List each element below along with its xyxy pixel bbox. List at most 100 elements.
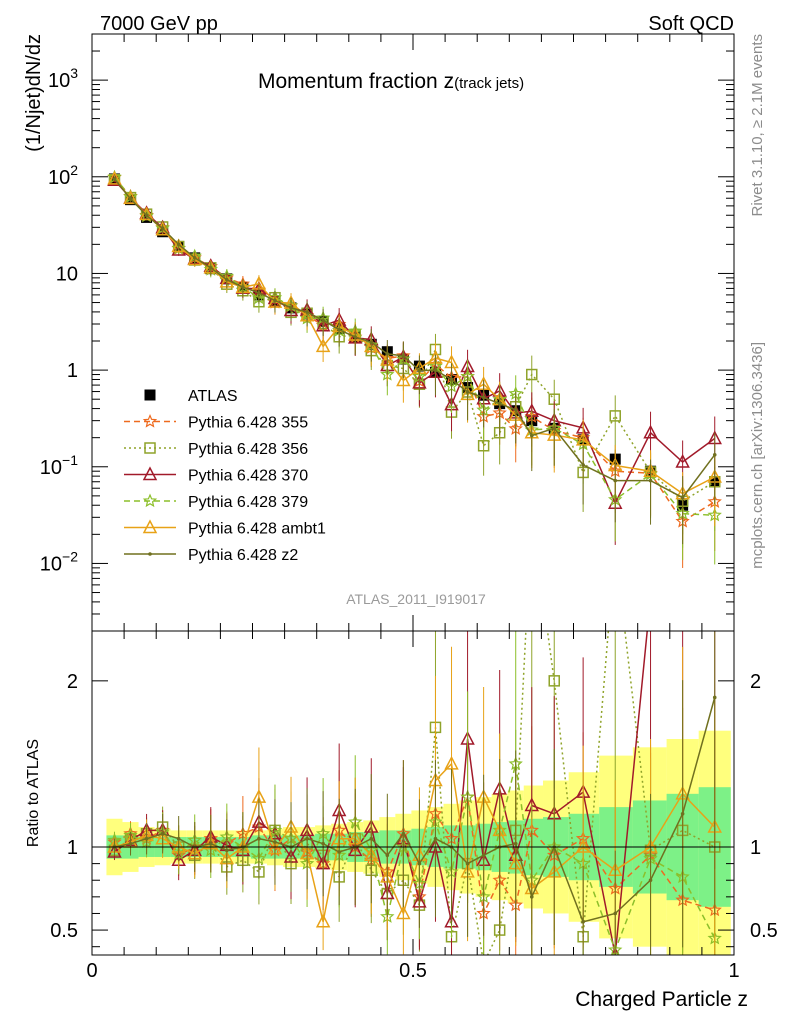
ratio-point-pythia-6-428-z2 [529,895,534,899]
point-pythia-6-428-z2 [273,298,277,303]
legend: ATLAS Pythia 6.428 355 Pythia 6.428 356 Pyt… [124,388,326,564]
ratio-point-pythia-6-428-z2 [433,836,438,841]
point-pythia-6-428-z2 [401,354,406,358]
ratio-y-tick-label-left: 1 [67,837,78,859]
point-pythia-6-428-z2 [192,256,197,260]
title-text: Momentum fraction z(track jets) [258,70,524,93]
ratio-point-pythia-6-428-z2 [648,878,653,883]
ratio-point-pythia-6-428-ambt1 [396,905,411,920]
header-left: 7000 GeV pp [100,13,218,35]
ratio-point-pythia-6-428-z2 [305,836,309,841]
y-axis-title: (1/Njet)dN/dz [23,34,45,152]
point-pythia-6-428-z2 [112,177,117,181]
point-pythia-6-428-ambt1 [315,338,331,353]
series-line-pythia-6-428-379 [113,176,715,517]
ratio-point-pythia-6-428-z2 [208,841,213,846]
ratio-point-pythia-6-428-z2 [273,840,277,844]
ratio-y-tick-label-left: 2 [67,671,78,693]
x-tick-label: 0 [86,960,97,982]
ratio-y-axis-title: Ratio to ATLAS [25,739,42,847]
point-pythia-6-428-z2 [581,463,585,467]
point-pythia-6-428-z2 [529,433,534,438]
point-pythia-6-428-z2 [417,368,422,373]
ratio-y-tick-label-right: 2 [750,671,761,693]
legend-label: Pythia 6.428 355 [188,415,308,432]
point-pythia-6-428-z2 [321,318,325,323]
header-right: Soft QCD [648,13,734,35]
main-panel: Momentum fraction z(track jets) ATLAS_20… [23,33,735,632]
series-pythia-6-428-z2 [112,176,717,545]
side-label-mcplots: mcplots.cern.ch [arXiv:1306.3436] [749,342,766,569]
ratio-series-pythia-6-428-z2 [112,631,717,955]
y-tick-label: 102 [48,162,78,189]
ratio-point-pythia-6-428-z2 [417,861,422,866]
ratio-point-pythia-6-428-z2 [321,841,325,846]
ratio-point-pythia-6-428-z2 [465,861,470,866]
point-pythia-6-428-ambt1 [155,221,170,236]
point-pythia-6-428-356 [526,368,538,381]
point-pythia-6-428-z2 [160,226,165,231]
ratio-point-pythia-6-428-z2 [401,831,406,836]
point-pythia-6-428-z2 [176,242,181,247]
ratio-point-pythia-6-428-ambt1 [575,838,591,853]
point-pythia-6-428-ambt1 [575,431,591,446]
y-tick-label-exp: −2 [62,548,78,564]
point-pythia-6-428-ambt1 [396,372,411,387]
main-title: Momentum fraction z(track jets) [258,70,524,93]
legend-marker-pythia-6-428-ambt1 [142,519,158,534]
point-pythia-6-428-ambt1 [139,206,154,221]
ratio-y-tick-label-left: 0.5 [50,920,78,942]
y-tick-label: 10−1 [40,452,78,479]
point-pythia-6-428-z2 [369,340,374,345]
point-pythia-6-428-z2 [465,390,470,394]
point-pythia-6-428-z2 [337,327,341,332]
point-pythia-6-428-370 [675,453,690,468]
legend-label: Pythia 6.428 370 [188,468,308,485]
point-pythia-6-428-ambt1 [123,190,138,205]
ratio-y-tick-label-right: 1 [750,837,761,859]
point-pythia-6-428-z2 [128,197,133,201]
point-pythia-6-428-ambt1 [107,170,122,185]
ratio-point-pythia-6-428-356 [527,510,537,520]
ratio-point-pythia-6-428-z2 [613,911,618,916]
point-pythia-6-428-ambt1 [171,238,186,253]
point-pythia-6-428-z2 [513,408,518,412]
y-tick-label-base: 10 [40,553,62,575]
legend-label: Pythia 6.428 356 [188,441,308,458]
ratio-point-pythia-6-428-z2 [712,695,717,700]
point-pythia-6-428-z2 [208,266,213,270]
legend-marker-pythia-6-428-355 [142,413,158,428]
legend-marker-pythia-6-428-z2 [148,552,152,556]
y-tick-label-base: 10 [48,167,70,189]
point-pythia-6-428-z2 [552,426,557,431]
legend-label: ATLAS [188,388,238,405]
y-tick-label-base: 10 [40,457,62,479]
ratio-point-pythia-6-428-z2 [128,841,133,846]
point-pythia-6-428-z2 [241,285,245,290]
point-pythia-6-428-z2 [144,213,149,218]
x-axis-title: Charged Particle z [575,988,748,1011]
point-pythia-6-428-z2 [433,368,438,373]
y-tick-label-exp: −1 [62,452,78,468]
ratio-point-pythia-6-428-z2 [160,831,165,836]
ratio-point-pythia-6-428-ambt1 [315,913,331,928]
point-pythia-6-428-z2 [648,478,653,483]
ratio-point-pythia-6-428-356 [479,958,489,968]
point-pythia-6-428-z2 [613,478,618,483]
ratio-point-pythia-6-428-z2 [369,836,374,841]
y-tick-label-base: 1 [67,360,78,382]
point-pythia-6-428-z2 [289,306,293,310]
ratio-point-pythia-6-428-z2 [144,836,149,841]
analysis-label: ATLAS_2011_I919017 [346,591,486,607]
ratio-point-pythia-6-428-z2 [581,919,585,924]
y-tick-label-exp: 3 [70,65,78,81]
point-pythia-6-428-z2 [449,377,454,382]
ratio-point-pythia-6-428-370 [645,591,657,603]
series-pythia-6-428-ambt1 [107,170,722,541]
ratio-point-pythia-6-428-356 [548,675,560,687]
y-tick-label: 1 [67,360,78,382]
y-tick-label-base: 10 [56,263,78,285]
point-pythia-6-428-z2 [712,453,717,457]
y-tick-label-exp: 2 [70,162,78,178]
